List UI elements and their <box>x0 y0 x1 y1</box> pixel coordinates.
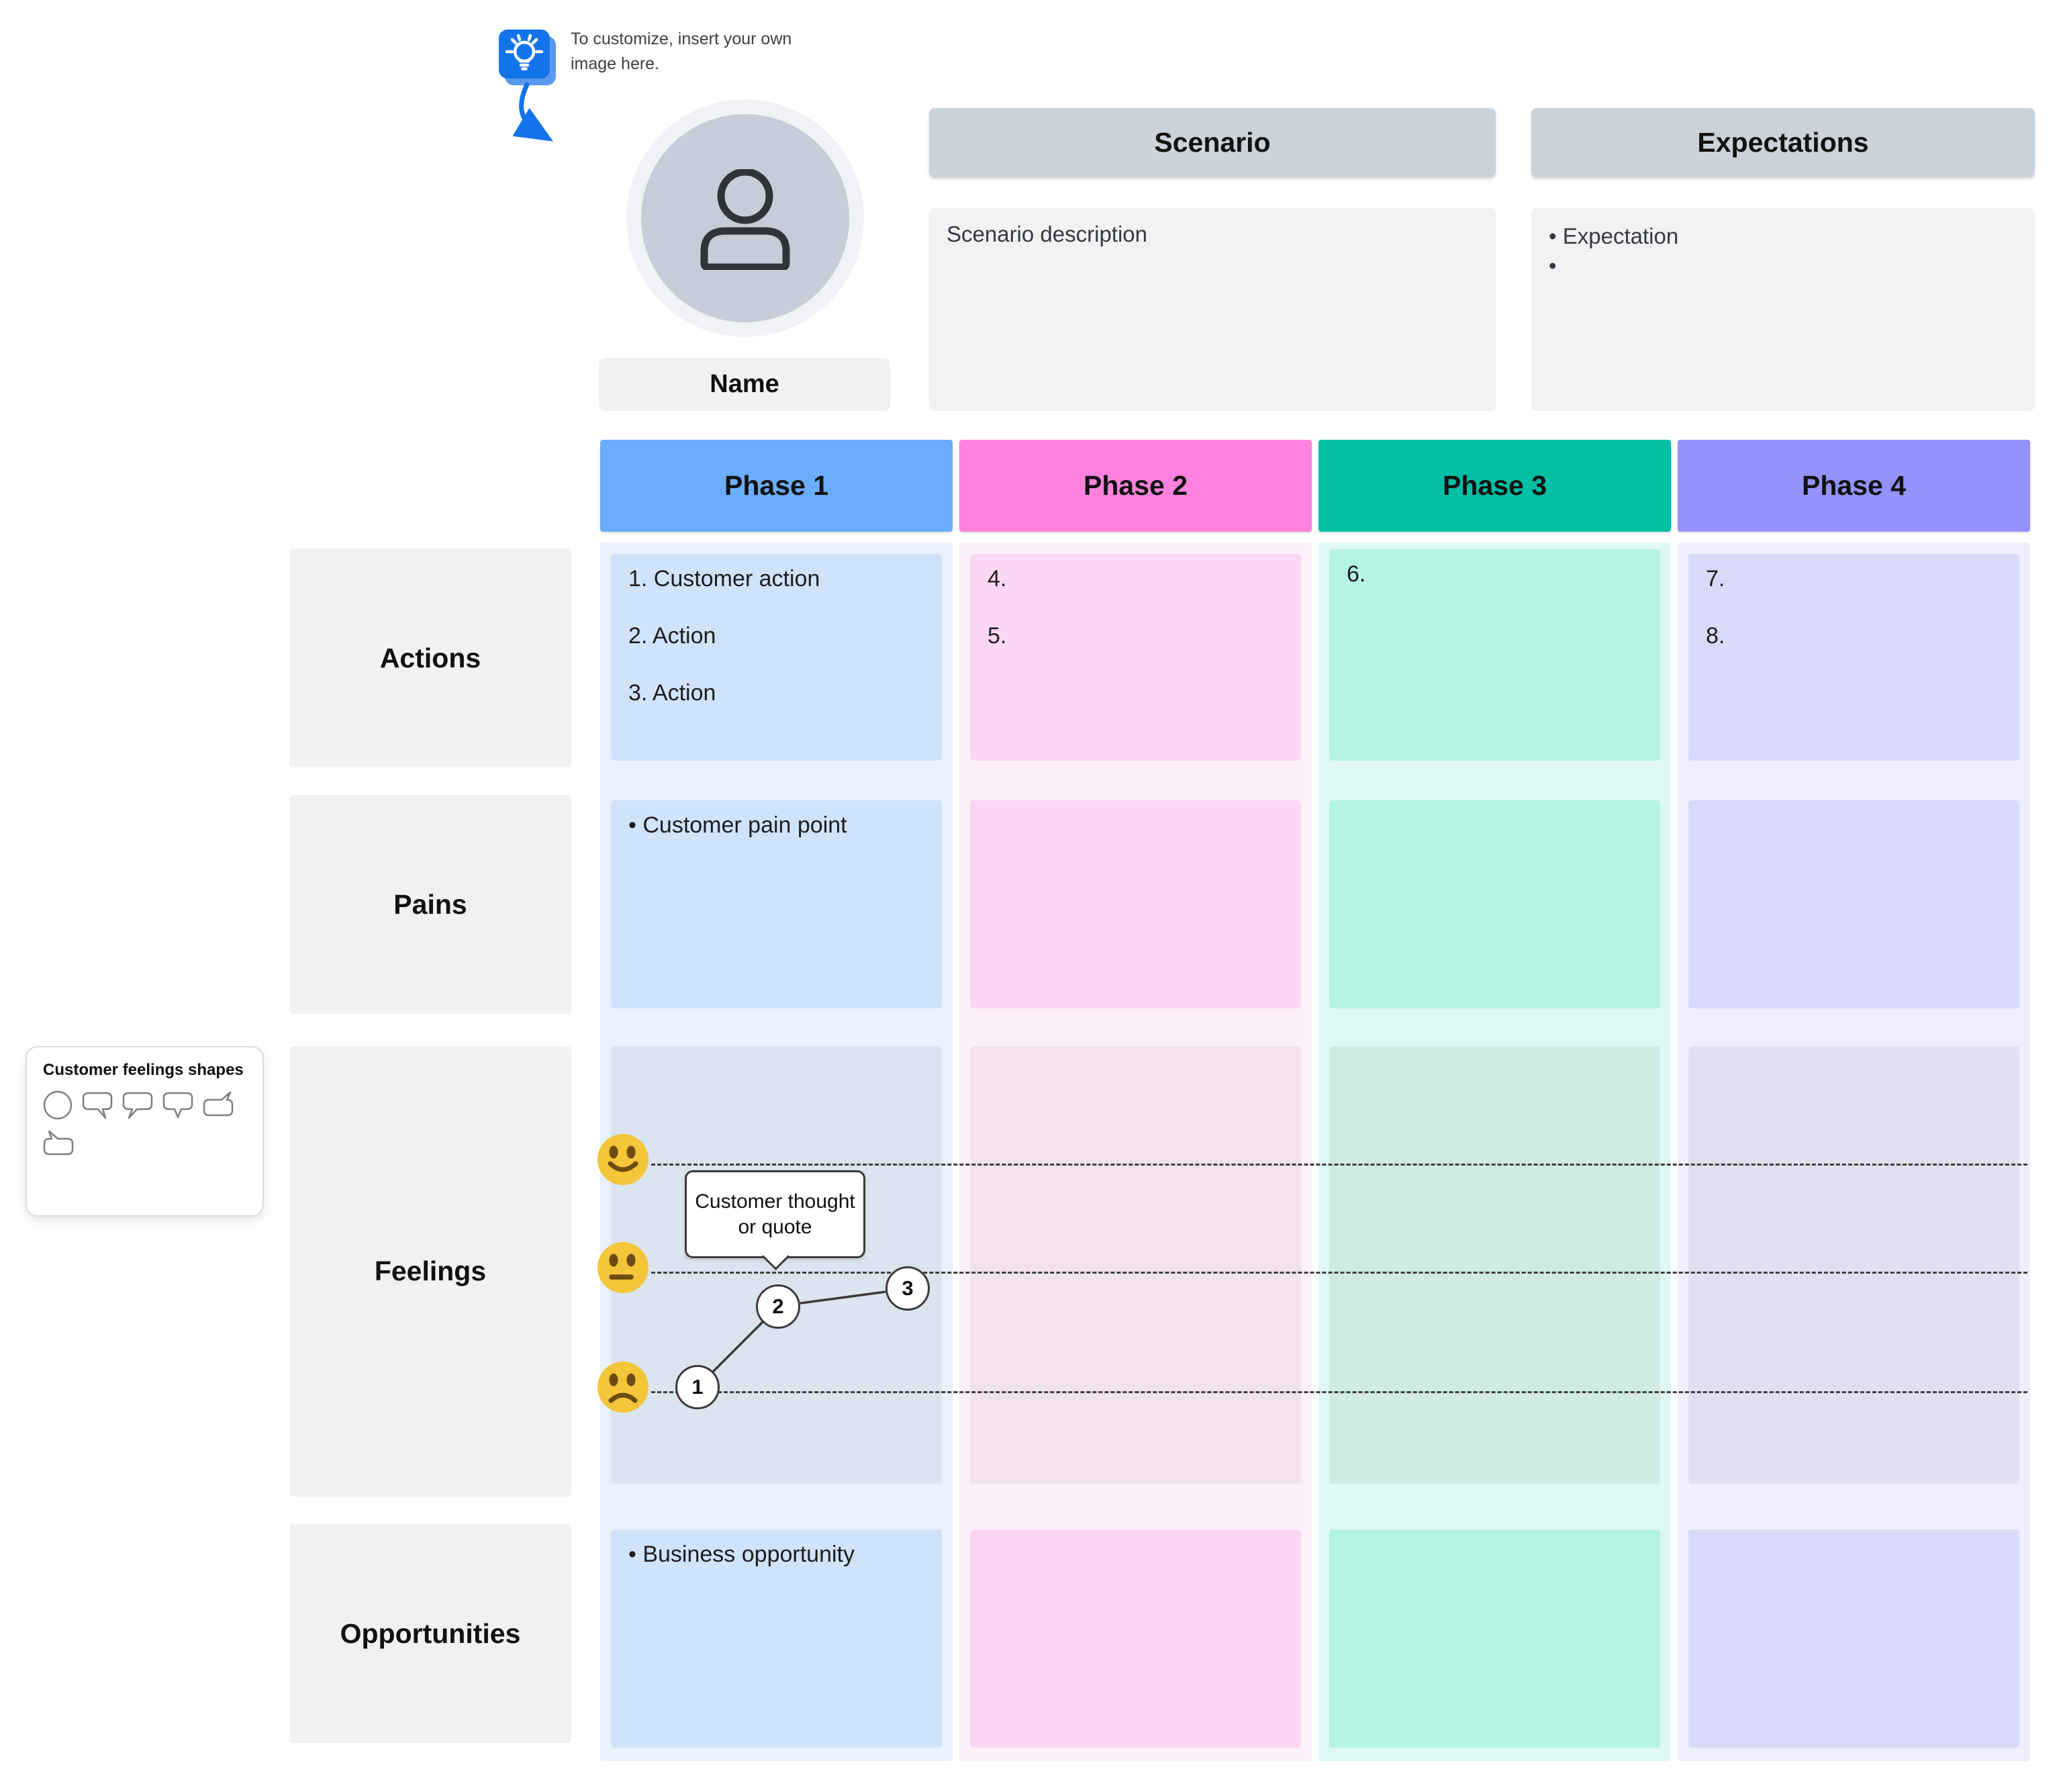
bubble-tail-down-icon[interactable] <box>162 1090 193 1120</box>
panel-shape-list <box>27 1080 262 1170</box>
phase-2-header[interactable]: Phase 2 <box>959 440 1312 532</box>
action-item: 4. <box>988 566 1007 592</box>
curved-arrow-icon <box>512 82 554 142</box>
feelings-cell-phase-4[interactable] <box>1688 1046 2019 1484</box>
phase-4-header[interactable]: Phase 4 <box>1678 440 2030 532</box>
actions-cell-phase-2[interactable]: 4. 5. <box>970 554 1301 761</box>
expectations-box[interactable]: • Expectation • <box>1531 208 2035 411</box>
bubble-tail-up-right-icon[interactable] <box>203 1090 234 1120</box>
action-item: 3. Action <box>628 680 716 706</box>
phase-3-header[interactable]: Phase 3 <box>1318 440 1671 532</box>
panel-title: Customer feelings shapes <box>43 1061 244 1079</box>
tip-text: To customize, insert your own image here… <box>571 30 792 73</box>
journey-point-2[interactable]: 2 <box>756 1284 800 1329</box>
actions-cell-phase-1[interactable]: 1. Customer action 2. Action 3. Action <box>611 554 942 761</box>
scenario-description-box[interactable]: Scenario description <box>929 208 1496 411</box>
customer-feelings-shapes-panel[interactable]: Customer feelings shapes <box>26 1046 264 1217</box>
pains-cell-phase-2[interactable] <box>970 800 1301 1008</box>
row-label-actions[interactable]: Actions <box>289 549 571 767</box>
row-label-pains[interactable]: Pains <box>289 795 571 1014</box>
quote-bubble-text: Customer thought or quote <box>695 1190 855 1238</box>
opportunities-cell-phase-3[interactable] <box>1329 1529 1660 1748</box>
bubble-tail-up-left-icon[interactable] <box>43 1129 74 1159</box>
lightbulb-icon[interactable] <box>499 30 550 79</box>
quote-bubble[interactable]: Customer thought or quote <box>685 1170 865 1271</box>
action-item: 5. <box>988 623 1007 649</box>
bubble-tail-down-right-icon[interactable] <box>82 1090 113 1120</box>
neutral-face-icon[interactable] <box>597 1241 649 1294</box>
sad-face-icon[interactable] <box>597 1361 649 1413</box>
scenario-header[interactable]: Scenario <box>929 108 1496 177</box>
persona-name-box[interactable]: Name <box>599 358 890 411</box>
actions-cell-phase-4[interactable]: 7. 8. <box>1688 554 2019 761</box>
action-item: 6. <box>1347 561 1366 587</box>
opportunities-cell-phase-1[interactable]: • Business opportunity <box>611 1529 942 1748</box>
lightbulb-glyph <box>505 34 544 70</box>
expectation-item: • <box>1549 253 1557 278</box>
happy-face-icon[interactable] <box>597 1133 649 1186</box>
row-label-opportunities[interactable]: Opportunities <box>289 1524 571 1743</box>
feelings-cell-phase-3[interactable] <box>1329 1046 1660 1484</box>
person-icon <box>700 169 790 270</box>
row-label-feelings[interactable]: Feelings <box>289 1046 571 1497</box>
expectations-header[interactable]: Expectations <box>1531 108 2035 177</box>
feeling-level-line-neutral <box>651 1272 2027 1274</box>
opportunities-cell-phase-4[interactable] <box>1688 1529 2019 1748</box>
feeling-level-line-sad <box>651 1391 2027 1393</box>
avatar[interactable] <box>626 99 864 337</box>
actions-cell-phase-3[interactable]: 6. <box>1329 549 1660 761</box>
pains-cell-phase-4[interactable] <box>1688 800 2019 1008</box>
journey-point-3[interactable]: 3 <box>885 1266 930 1311</box>
opportunities-cell-phase-2[interactable] <box>970 1529 1301 1748</box>
journey-connector-lines <box>712 1290 886 1373</box>
circle-shape-icon[interactable] <box>43 1090 73 1120</box>
pains-cell-phase-1[interactable]: • Customer pain point <box>611 800 942 1008</box>
phase-1-header[interactable]: Phase 1 <box>600 440 953 532</box>
feelings-cell-phase-2[interactable] <box>970 1046 1301 1484</box>
feeling-level-line-happy <box>651 1164 2027 1166</box>
bubble-tail-down-left-icon[interactable] <box>122 1090 153 1120</box>
action-item: 2. Action <box>628 623 716 649</box>
action-item: 7. <box>1706 566 1725 592</box>
action-item: 8. <box>1706 623 1725 649</box>
expectation-item: • Expectation <box>1549 224 1679 248</box>
action-item: 1. Customer action <box>628 566 820 592</box>
pains-cell-phase-3[interactable] <box>1329 800 1660 1008</box>
journey-point-1[interactable]: 1 <box>675 1365 720 1409</box>
